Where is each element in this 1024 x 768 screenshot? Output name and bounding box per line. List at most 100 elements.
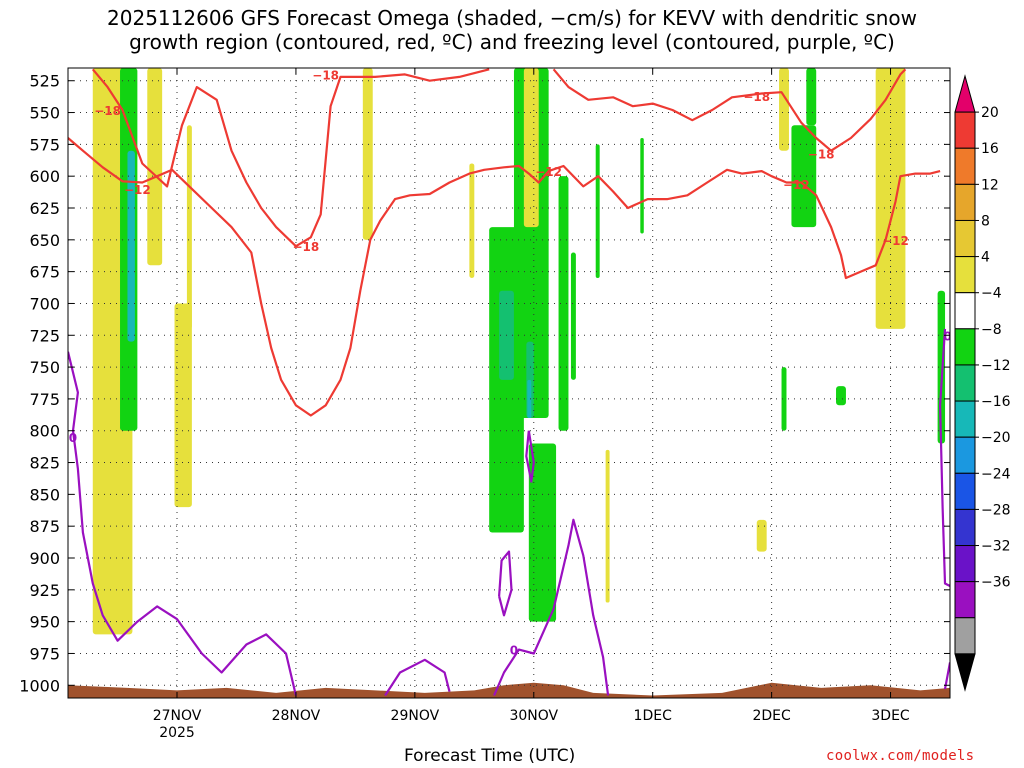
y-tick-label: 675 [29, 263, 60, 282]
y-tick-label: 950 [29, 613, 60, 632]
colorbar-label: 8 [981, 213, 990, 229]
y-tick-label: 925 [29, 581, 60, 600]
colorbar-label: −20 [981, 430, 1011, 446]
colorbar-label: −16 [981, 394, 1011, 410]
credit-link[interactable]: coolwx.com/models [826, 748, 975, 764]
omega-area [605, 449, 610, 603]
colorbar-label: −28 [981, 502, 1011, 518]
omega-area [756, 519, 767, 552]
colorbar-label: 20 [981, 105, 999, 121]
omega-area [779, 68, 789, 151]
colorbar-segment [954, 74, 976, 113]
colorbar-segment [954, 436, 976, 474]
x-tick-label: 27NOV [153, 708, 202, 724]
colorbar-segment [954, 472, 976, 510]
y-tick-label: 800 [29, 422, 60, 441]
colorbar-segment [954, 508, 976, 547]
y-tick-label: 875 [29, 517, 60, 536]
dendritic-contour-line [91, 68, 490, 248]
colorbar-segment [954, 653, 976, 692]
x-tick-label: 2DEC [752, 708, 791, 724]
colorbar-segment [954, 111, 976, 149]
dendritic-contour-line [552, 68, 907, 152]
dendritic-contour-label: −18 [312, 68, 339, 82]
x-tick-label: 29NOV [391, 708, 440, 724]
colorbar-label: −24 [981, 466, 1011, 482]
colorbar-label: −36 [981, 575, 1011, 591]
freezing-contour-label: 0 [510, 644, 518, 658]
y-tick-label: 575 [29, 135, 60, 154]
dendritic-contour-label: −18 [743, 90, 770, 104]
colorbar-label: 16 [981, 141, 999, 157]
colorbar-segment [954, 364, 976, 402]
colorbar-segment [954, 256, 976, 294]
freezing-level-contour-line [943, 662, 950, 690]
dendritic-contour-label: −12 [124, 183, 151, 197]
omega-area [528, 443, 557, 622]
omega-area [595, 144, 600, 278]
y-tick-label: 1000 [19, 676, 60, 695]
y-tick-label: 750 [29, 358, 60, 377]
freezing-level-contour-line [493, 518, 610, 696]
omega-area [523, 68, 539, 228]
plot-border [67, 67, 951, 699]
y-tick-label: 650 [29, 231, 60, 250]
colorbar-label: 12 [981, 177, 999, 193]
y-tick-label: 975 [29, 644, 60, 663]
colorbar-label: 4 [981, 250, 990, 266]
colorbar-segment [954, 617, 976, 655]
omega-area [127, 150, 135, 342]
y-tick-label: 550 [29, 104, 60, 123]
omega-area [469, 163, 475, 278]
colorbar-segment [954, 219, 976, 258]
y-tick-label: 700 [29, 294, 60, 313]
y-tick-label: 900 [29, 549, 60, 568]
y-tick-label: 600 [29, 167, 60, 186]
x-tick-label: 28NOV [272, 708, 321, 724]
omega-area [806, 68, 817, 126]
dendritic-contour-label: −12 [535, 165, 562, 179]
y-tick-label: 825 [29, 454, 60, 473]
colorbar-segment [954, 545, 976, 583]
dendritic-contour-label: −12 [783, 178, 810, 192]
colorbar-segment [954, 581, 976, 619]
colorbar-segment [954, 183, 976, 221]
omega-area [570, 252, 576, 380]
dendritic-contour-label: −18 [808, 147, 835, 161]
omega-area [640, 138, 644, 234]
omega-area [513, 68, 549, 418]
x-tick-label: 3DEC [871, 708, 910, 724]
freezing-level-contour-line [384, 658, 451, 697]
chart-title-line2: growth region (contoured, red, ºC) and f… [129, 30, 895, 54]
dendritic-contour-line [68, 137, 941, 417]
omega-area [147, 68, 163, 266]
dendritic-contour-label: −18 [292, 240, 319, 254]
chart-title-line1: 2025112606 GFS Forecast Omega (shaded, −… [107, 6, 917, 30]
colorbar-label: −4 [981, 286, 1002, 302]
plot-area: −18 −18 −12 −18 −12 −18 −12 −18 −12 0 0 0 [68, 68, 950, 698]
y-tick-label: 725 [29, 326, 60, 345]
freezing-level-contour-line [939, 328, 950, 587]
y-tick-label: 850 [29, 485, 60, 504]
colorbar-segment [954, 400, 976, 438]
freezing-level-contour-line [68, 351, 297, 696]
colorbar-segment [954, 147, 976, 185]
freezing-level-contour-line [525, 430, 535, 483]
colorbar-segment [954, 328, 976, 366]
colorbar-label: −32 [981, 539, 1011, 555]
chart-title: 2025112606 GFS Forecast Omega (shaded, −… [0, 6, 1024, 54]
y-tick-label: 625 [29, 199, 60, 218]
colorbar-label: −8 [981, 322, 1002, 338]
freezing-level-contour-line [498, 550, 513, 617]
x-tick-label: 1DEC [634, 708, 673, 724]
omega-area [558, 176, 569, 431]
dendritic-contour-label: −18 [94, 104, 121, 118]
freezing-contour-label: 0 [69, 431, 77, 445]
omega-area [186, 125, 192, 329]
x-axis-label: Forecast Time (UTC) [404, 746, 576, 766]
omega-area [781, 367, 787, 431]
omega-area [174, 303, 192, 508]
colorbar-label: −12 [981, 358, 1011, 374]
omega-area [836, 386, 846, 406]
